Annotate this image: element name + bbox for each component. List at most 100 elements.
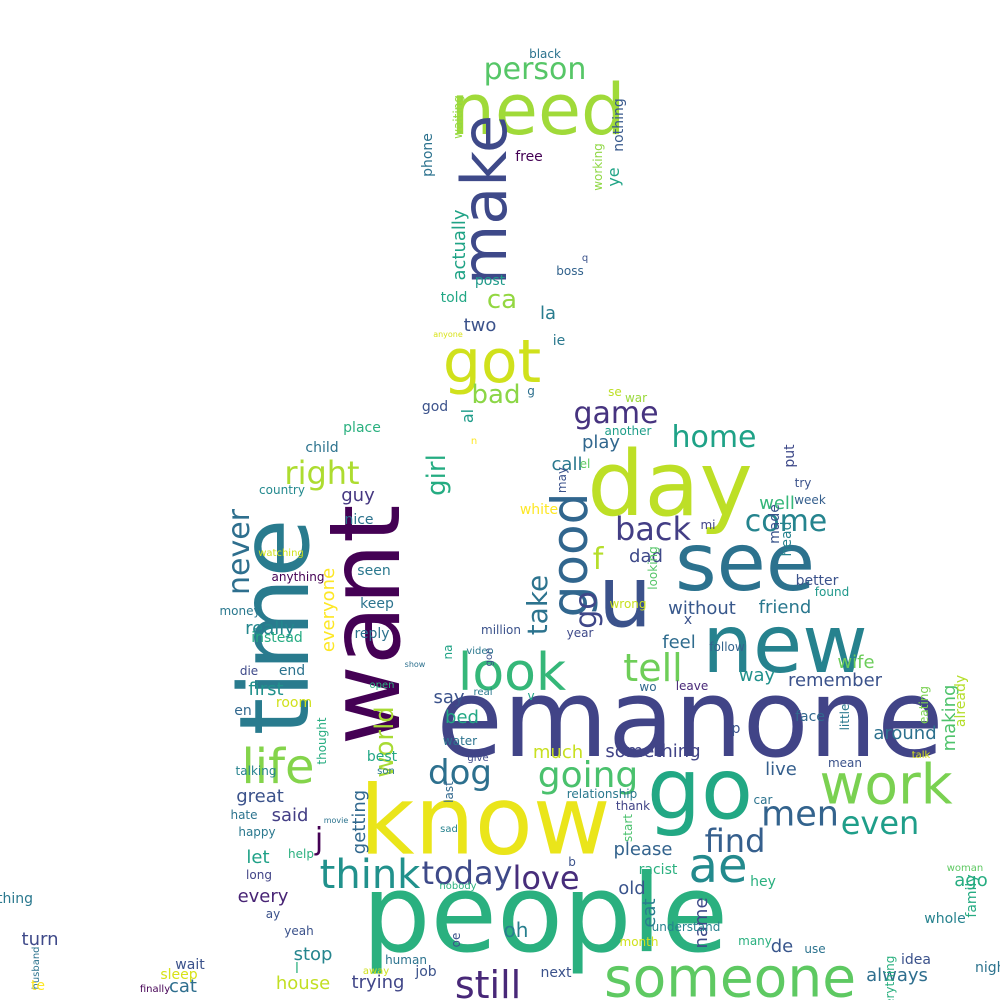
word: finally [139,984,171,995]
word: x [683,612,693,628]
word: find [704,822,766,860]
word: dog [428,753,492,793]
word: come [744,504,828,539]
word: something [605,741,701,762]
word: well [759,493,795,514]
word: two [463,315,497,336]
word: yeah [284,924,314,938]
word: someone [603,945,857,1000]
word: even [840,804,920,842]
word: really [245,618,295,639]
word: watching [258,548,304,559]
word: looking [646,546,660,590]
word: next [540,965,572,981]
word: oh [503,918,529,942]
word: new [702,598,868,691]
word: say [433,687,465,708]
word: actually [449,209,470,281]
word: call [551,454,583,475]
word: bed [445,707,479,728]
word: found [814,585,850,599]
word: try [794,476,812,490]
word: child [305,440,339,456]
word: n [470,436,478,447]
word: hey [750,874,776,890]
word: human [385,953,427,967]
word: u [598,548,652,648]
word: cat [169,976,197,997]
word: happy [238,825,276,839]
word: use [804,942,826,956]
word: need [450,69,626,151]
word: ae [688,838,748,894]
word: gon [484,647,495,667]
word: home [671,420,757,455]
word: place [343,420,381,436]
word: way [738,665,776,686]
word: die [239,664,259,678]
word: thank [615,799,651,813]
word: room [275,695,313,711]
word: men [761,794,839,835]
word: video [466,646,494,657]
word: turn [21,929,59,950]
word: give [467,753,489,764]
word: trying [351,972,405,993]
word: nothing [611,98,627,152]
word: remember [787,670,883,691]
word: country [259,483,305,497]
word: friend [758,597,812,618]
word: without [668,598,736,619]
word: free [515,149,543,165]
word: much [532,742,584,763]
word: hate [230,808,258,822]
word: movie [323,816,349,825]
word: water [442,734,478,748]
word: dad [629,546,663,567]
word: anyone [433,330,463,339]
word: emanone [436,657,944,782]
word: help [288,847,314,861]
word: mean [827,756,863,770]
word: ay [265,907,281,921]
word: person [483,52,587,87]
word: ye [604,167,623,187]
word: thought [315,717,329,765]
word: real [473,687,493,698]
word: best [366,749,398,765]
word: may [555,466,569,494]
word: black [529,47,561,61]
word: girl [422,454,452,496]
word: ca [486,285,518,315]
word: guy [341,485,375,506]
word: show [404,660,426,669]
word: got [442,327,542,397]
word: little [838,703,852,731]
word: put [782,444,798,468]
word: war [624,391,648,405]
word: another [604,424,652,438]
word: sleep [160,967,198,983]
word: game [573,396,659,431]
word: night [974,960,1000,976]
word: everything [883,955,897,1000]
word: p [731,721,741,737]
word: go [569,591,604,629]
word: better [795,573,839,589]
word: think [319,852,421,898]
word: car [753,793,773,807]
word: leave [675,679,709,693]
word: mi [700,518,716,532]
word: l [295,961,299,977]
word: post [474,273,506,289]
word: life [241,739,315,795]
word: v [527,689,535,703]
word: seen [357,563,391,579]
word: talking [235,764,277,778]
word: open [369,680,395,691]
word: still [454,963,522,1000]
word: tell [623,646,683,690]
word: son [377,766,395,777]
word: boss [556,264,584,278]
